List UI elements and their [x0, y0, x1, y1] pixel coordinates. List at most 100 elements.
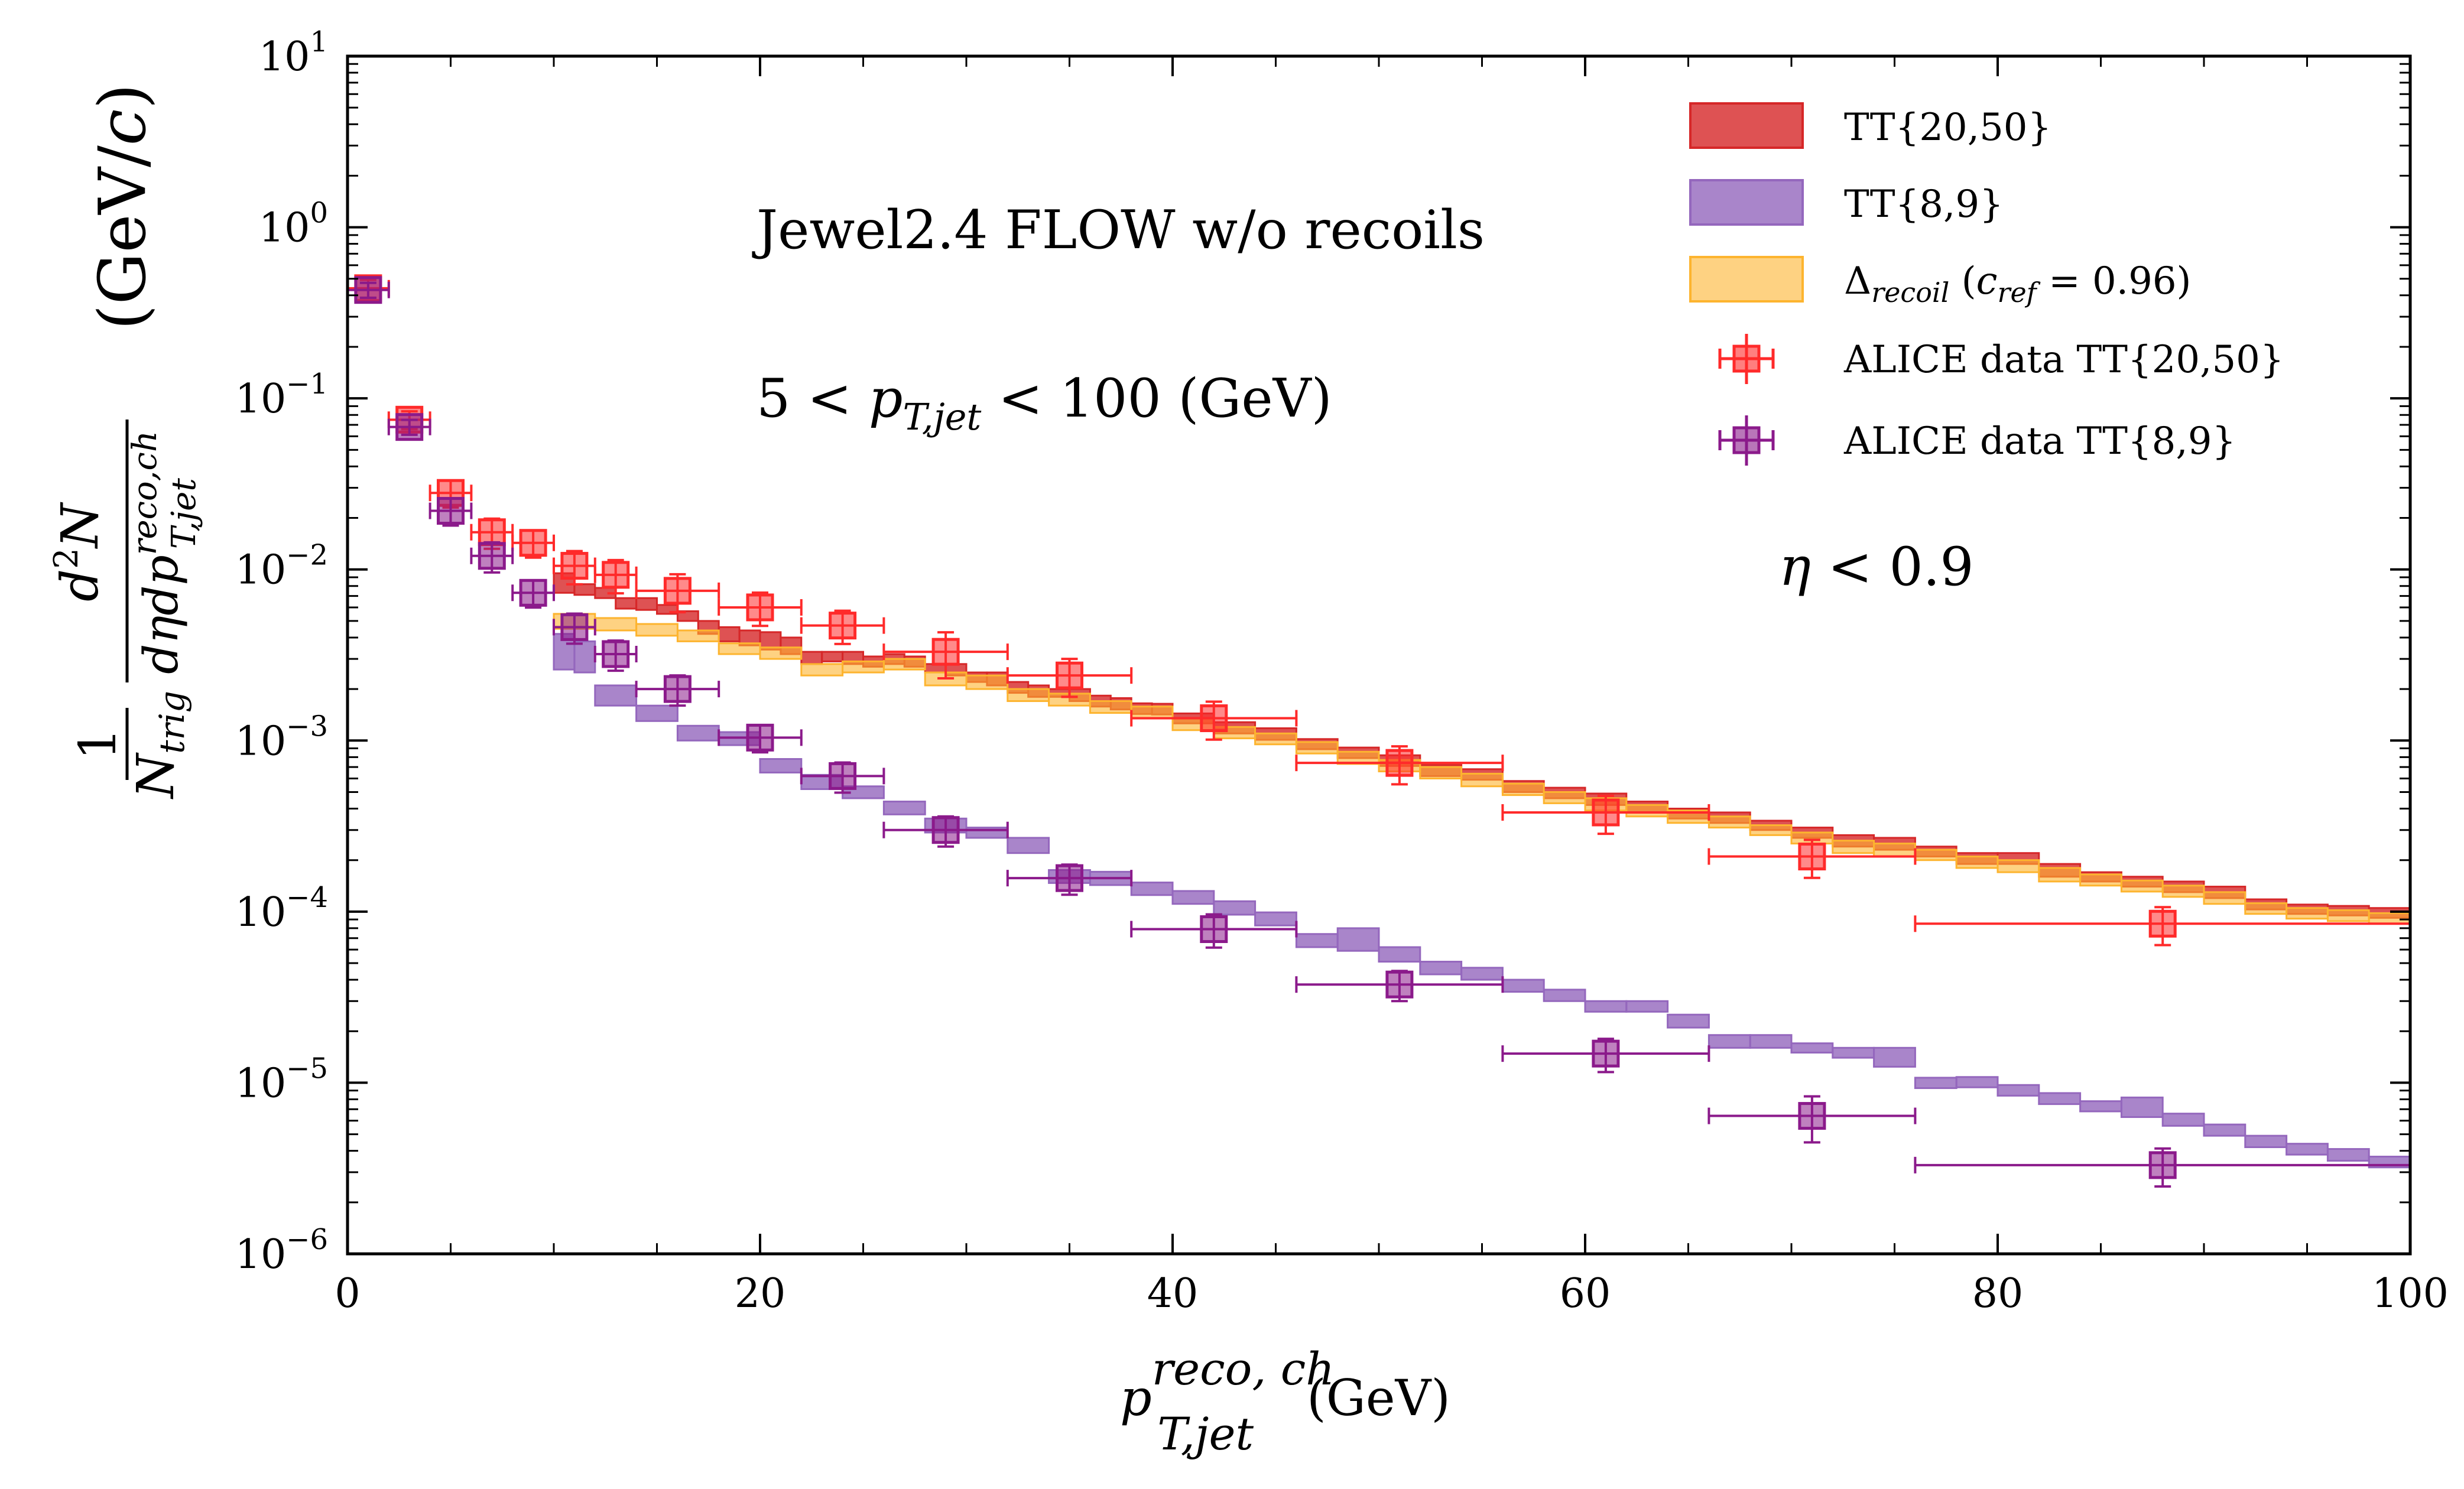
- band-bin-1-43: [2286, 1143, 2329, 1156]
- band-bin-2-31: [1832, 840, 1875, 854]
- x-tick-label: 100: [2372, 1270, 2449, 1317]
- svg-text:dηdpreco,chT,jet: dηdpreco,chT,jet: [126, 431, 203, 674]
- band-bin-1-19: [1295, 933, 1339, 948]
- data-point-1-9: [800, 761, 885, 794]
- band-bin-2-32: [1873, 843, 1916, 858]
- marker: [1798, 1102, 1826, 1130]
- data-point-1-7: [635, 674, 720, 707]
- data-point-1-12: [1130, 913, 1298, 949]
- band-bin-1-37: [2038, 1092, 2082, 1106]
- marker: [1385, 970, 1414, 999]
- y-tick-label: 10−6: [235, 1223, 328, 1278]
- band-bin-2-26: [1625, 804, 1669, 818]
- data-point-1-6: [593, 639, 638, 672]
- data-point-1-15: [1707, 1095, 1917, 1144]
- marker: [1385, 749, 1414, 777]
- band-bin-2-28: [1707, 815, 1751, 829]
- band-bin-1-3: [635, 704, 679, 722]
- band-bin-2-17: [1254, 732, 1297, 746]
- band-bin-1-38: [2079, 1100, 2122, 1113]
- y-tick-label: 10−3: [235, 710, 328, 765]
- band-bin-2-13: [1089, 700, 1132, 714]
- data-point-1-5: [553, 612, 596, 645]
- data-point-1-10: [882, 815, 1009, 848]
- data-point-1-8: [718, 723, 803, 754]
- legend-swatch-tt2050: [1689, 102, 1804, 149]
- svg-text:(GeV/c): (GeV/c): [85, 84, 160, 330]
- tick-labels-layer: 0 20 40 60 80 100 10−6 10−5 10−4 10−3 10−2 10−1 100 1…: [235, 25, 2449, 1317]
- marker: [519, 578, 547, 607]
- band-bin-1-36: [1996, 1084, 2040, 1097]
- data-point-0-15: [1707, 838, 1917, 879]
- marker: [1056, 864, 1083, 892]
- data-point-0-10: [882, 631, 1009, 680]
- band-bin-1-27: [1625, 1000, 1669, 1013]
- band-bin-1-24: [1501, 978, 1545, 993]
- data-point-0-11: [1006, 658, 1133, 698]
- band-bin-0-8: [718, 626, 741, 642]
- band-bin-2-10: [965, 674, 1009, 690]
- band-bin-2-5: [759, 646, 803, 660]
- marker: [1592, 798, 1620, 827]
- data-point-1-4: [511, 578, 555, 609]
- x-tick-label: 80: [1972, 1270, 2024, 1317]
- marker: [1200, 915, 1228, 944]
- band-bin-2-29: [1749, 824, 1793, 836]
- marker: [354, 276, 382, 304]
- band-bin-1-30: [1749, 1034, 1793, 1049]
- data-point-1-13: [1295, 970, 1504, 1003]
- marker: [2148, 909, 2177, 938]
- bands-layer: [553, 572, 2411, 1169]
- legend-label-alice-tt2050: ALICE data TT{20,50}: [1843, 338, 2284, 382]
- marker: [931, 638, 960, 666]
- marker: [663, 675, 692, 703]
- data-point-1-14: [1501, 1038, 1710, 1074]
- y-tick-label: 10−4: [235, 881, 328, 936]
- y-tick-label: 100: [259, 197, 328, 252]
- band-bin-0-3: [615, 597, 638, 610]
- band-bin-1-25: [1543, 989, 1586, 1002]
- band-bin-2-37: [2079, 873, 2122, 887]
- band-bin-2-18: [1295, 741, 1339, 755]
- band-bin-2-24: [1543, 791, 1586, 804]
- band-bin-1-40: [2161, 1113, 2205, 1127]
- band-bin-1-29: [1707, 1034, 1751, 1049]
- band-bin-1-42: [2244, 1134, 2288, 1149]
- marker: [437, 497, 465, 525]
- legend-swatch-recoil: [1689, 256, 1804, 303]
- band-bin-1-15: [1130, 882, 1174, 896]
- band-bin-2-36: [2038, 867, 2082, 883]
- band-bin-0-6: [676, 610, 699, 622]
- band-bin-2-14: [1130, 706, 1174, 720]
- marker: [746, 593, 774, 622]
- x-axis-label: preco, ch T,jet(GeV): [1120, 1342, 1450, 1460]
- data-point-1-3: [470, 541, 514, 574]
- band-bin-1-44: [2326, 1148, 2370, 1162]
- band-bin-2-1: [594, 617, 638, 632]
- marker: [478, 542, 506, 570]
- marker: [663, 577, 692, 605]
- band-bin-1-16: [1171, 890, 1215, 905]
- band-bin-2-38: [2120, 879, 2164, 893]
- marker: [519, 529, 547, 557]
- y-tick-label: 10−5: [235, 1052, 328, 1107]
- data-point-0-12: [1130, 700, 1298, 741]
- marker: [478, 518, 506, 547]
- ticks-layer: [346, 55, 2411, 1255]
- annotation-pt-range: 5 < pT,jet < 100 (GeV): [757, 368, 1332, 438]
- marker: [829, 762, 857, 790]
- band-bin-2-11: [1007, 688, 1050, 703]
- y-tick-label: 10−2: [235, 539, 328, 594]
- data-point-0-7: [635, 573, 720, 614]
- band-bin-0-13: [821, 651, 844, 662]
- data-point-0-6: [593, 558, 638, 595]
- band-bin-1-22: [1419, 961, 1463, 976]
- points-layer: [346, 274, 2411, 1188]
- band-bin-2-3: [676, 629, 720, 642]
- data-point-0-5: [553, 550, 596, 586]
- marker: [560, 613, 589, 641]
- band-bin-2-44: [2368, 912, 2411, 925]
- legend-marker-alice-tt89: [1718, 415, 1775, 466]
- legend-marker-alice-tt2050: [1718, 334, 1775, 384]
- legend: TT{20,50} TT{8,9} Δrecoil (cref = 0.96) …: [1689, 102, 2284, 466]
